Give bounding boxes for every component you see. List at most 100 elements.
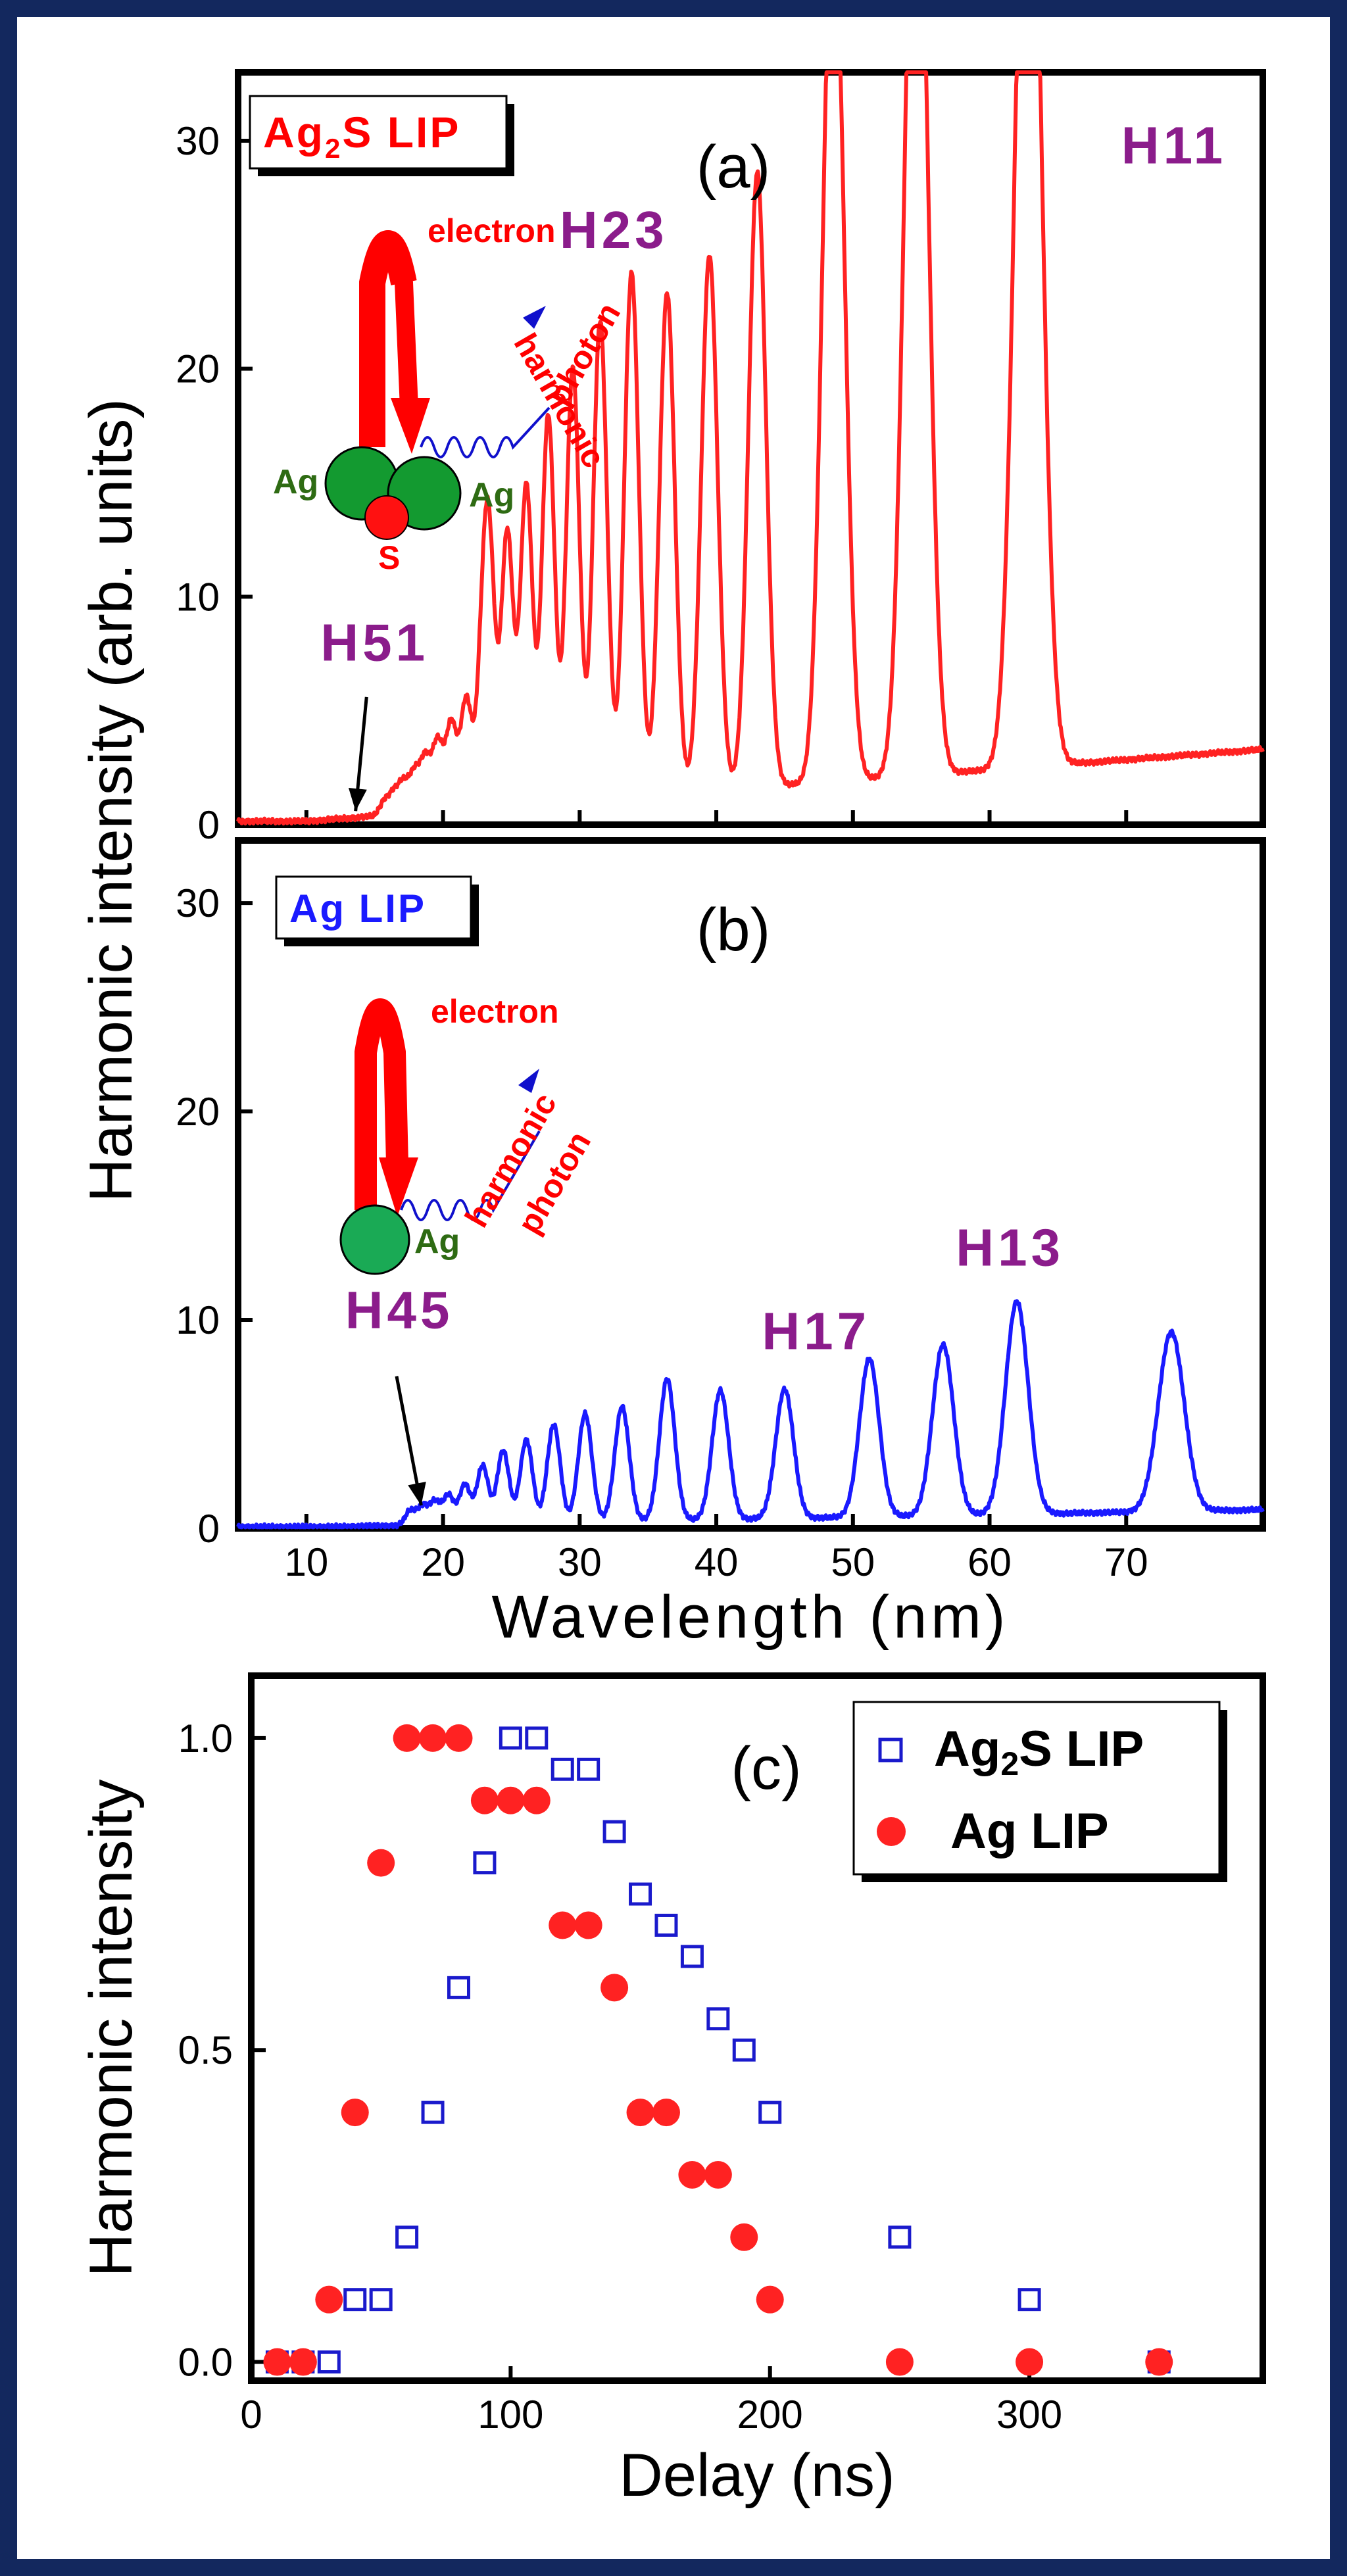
ag-atom <box>339 1204 410 1275</box>
panel-c-markers <box>263 1724 1173 2376</box>
panel-c-axes-box <box>248 1672 1266 2384</box>
ag2s-point <box>343 2288 367 2312</box>
panel-a-spectrum-line <box>236 70 1265 826</box>
inset-a-s-label: S <box>378 539 400 576</box>
ag2s-point <box>551 1757 574 1781</box>
harmonic-photon-wave <box>420 406 551 458</box>
ag2s-point <box>317 2350 341 2374</box>
xtick-label-20: 20 <box>421 1540 465 1584</box>
ag-point <box>574 1911 602 1939</box>
panel-c-label: (c) <box>731 1735 801 1802</box>
ag2s-point <box>602 1820 626 1843</box>
electron-arrowhead <box>379 1157 418 1217</box>
ag2s-point <box>888 2225 912 2249</box>
panel-a-axes-box <box>235 69 1266 828</box>
panel-b-spectrum-line <box>236 1299 1265 1530</box>
legend-label-ag: Ag LIP <box>950 1803 1109 1859</box>
harmonic-label-h51: H51 <box>320 613 429 671</box>
panel-c-ticks: 0.0 0.5 1.0 0 100 200 300 <box>178 1716 1063 2437</box>
legend-label-ag2s: Ag2S LIP <box>934 1721 1144 1782</box>
ag-point <box>1016 2348 1044 2376</box>
inset-a-ag-left-label: Ag <box>273 463 318 501</box>
xtick-label-60: 60 <box>967 1540 1012 1584</box>
ag-point <box>704 2160 732 2189</box>
ytick-label-0: 0 <box>198 803 220 847</box>
s-atom <box>364 495 409 540</box>
harmonic-photon-arrowhead <box>523 306 546 329</box>
inset-b-electron-label: electron <box>431 993 559 1030</box>
electron-trajectory <box>355 998 408 1210</box>
inset-a-electron-label: electron <box>428 212 556 249</box>
ytick-label-20: 20 <box>176 347 220 391</box>
ag-point <box>367 1849 395 1877</box>
harmonic-photon-arrowhead <box>518 1069 539 1093</box>
ag-point <box>470 1786 499 1814</box>
ag2s-point <box>654 1913 678 1937</box>
panel-a-ticks: 0 10 20 30 <box>176 119 1129 847</box>
xtick-label-40: 40 <box>695 1540 739 1584</box>
c-xtick-label-300: 300 <box>996 2393 1062 2437</box>
ag-point <box>522 1786 551 1814</box>
legend-ag2s-post: S LIP <box>1019 1721 1144 1777</box>
panel-b-xlabel: Wavelength (nm) <box>491 1584 1009 1651</box>
c-xtick-label-0: 0 <box>240 2393 262 2437</box>
ytick-label-0: 0 <box>198 1507 220 1551</box>
panel-a-inset: electron harmonic photon Ag Ag S <box>273 212 627 576</box>
panel-ab-ylabel: Harmonic intensity (arb. units) <box>78 399 145 1202</box>
legend-marker-ag2s <box>878 1738 903 1762</box>
ag-point <box>419 1724 447 1752</box>
ag2s-point <box>706 2007 730 2031</box>
ag-point <box>549 1911 577 1939</box>
panel-b-ticks: 0 10 20 30 10 20 30 40 50 60 70 <box>176 881 1148 1584</box>
panel-a-legend-post: S LIP <box>342 108 460 157</box>
ag-point <box>678 2160 706 2189</box>
c-xtick-label-100: 100 <box>478 2393 543 2437</box>
ag-point <box>341 2099 369 2127</box>
c-ytick-label-2: 1.0 <box>178 1716 233 1761</box>
panel-c-xlabel: Delay (ns) <box>619 2442 894 2509</box>
ag-point <box>497 1786 525 1814</box>
ag-point <box>885 2348 914 2376</box>
inset-a-ag-right-label: Ag <box>469 476 514 514</box>
ag-point <box>445 1724 473 1752</box>
ag-point <box>289 2348 317 2376</box>
panel-b-legend-text: Ag LIP <box>289 887 426 931</box>
ag-point <box>652 2099 680 2127</box>
ag2s-point <box>473 1851 497 1875</box>
ytick-label-10: 10 <box>176 575 220 619</box>
c-ytick-label-1: 0.5 <box>178 2028 233 2072</box>
ag-point <box>626 2099 654 2127</box>
ag-point <box>393 1724 421 1752</box>
ag-point <box>1145 2348 1173 2376</box>
panel-c-legend-box <box>852 1701 1221 1876</box>
legend-ag2s-pre: Ag <box>934 1721 1000 1777</box>
ag-point <box>756 2285 784 2314</box>
legend-ag2s-sub: 2 <box>1000 1745 1019 1782</box>
ag-point <box>600 1974 629 2002</box>
ag2s-point <box>1017 2288 1041 2312</box>
xtick-label-50: 50 <box>831 1540 875 1584</box>
harmonic-h45-arrowhead <box>408 1482 426 1506</box>
c-ytick-label-0: 0.0 <box>178 2341 233 2385</box>
electron-trajectory-thin <box>359 230 417 447</box>
panel-b-axes-box <box>235 837 1266 1532</box>
ag2s-point <box>525 1726 549 1750</box>
harmonic-photon-wave <box>400 1130 541 1221</box>
ag2s-point <box>680 1945 704 1968</box>
ytick-label-30: 30 <box>176 119 220 163</box>
xtick-label-70: 70 <box>1104 1540 1148 1584</box>
panel-c-ylabel: Harmonic intensity <box>78 1780 145 2277</box>
harmonic-label-h17: H17 <box>762 1301 870 1360</box>
panel-a-legend-sub: 2 <box>325 133 342 164</box>
ag2s-point <box>447 1976 470 1999</box>
ytick-label-20: 20 <box>176 1090 220 1134</box>
xtick-label-10: 10 <box>284 1540 328 1584</box>
c-xtick-label-200: 200 <box>737 2393 803 2437</box>
panel-a-legend-pre: Ag <box>263 108 325 157</box>
panel-b-label: (b) <box>697 896 770 963</box>
panel-b-legend-box <box>275 875 472 940</box>
inset-b-ag-label: Ag <box>414 1223 460 1261</box>
panel-a-label: (a) <box>697 134 770 201</box>
